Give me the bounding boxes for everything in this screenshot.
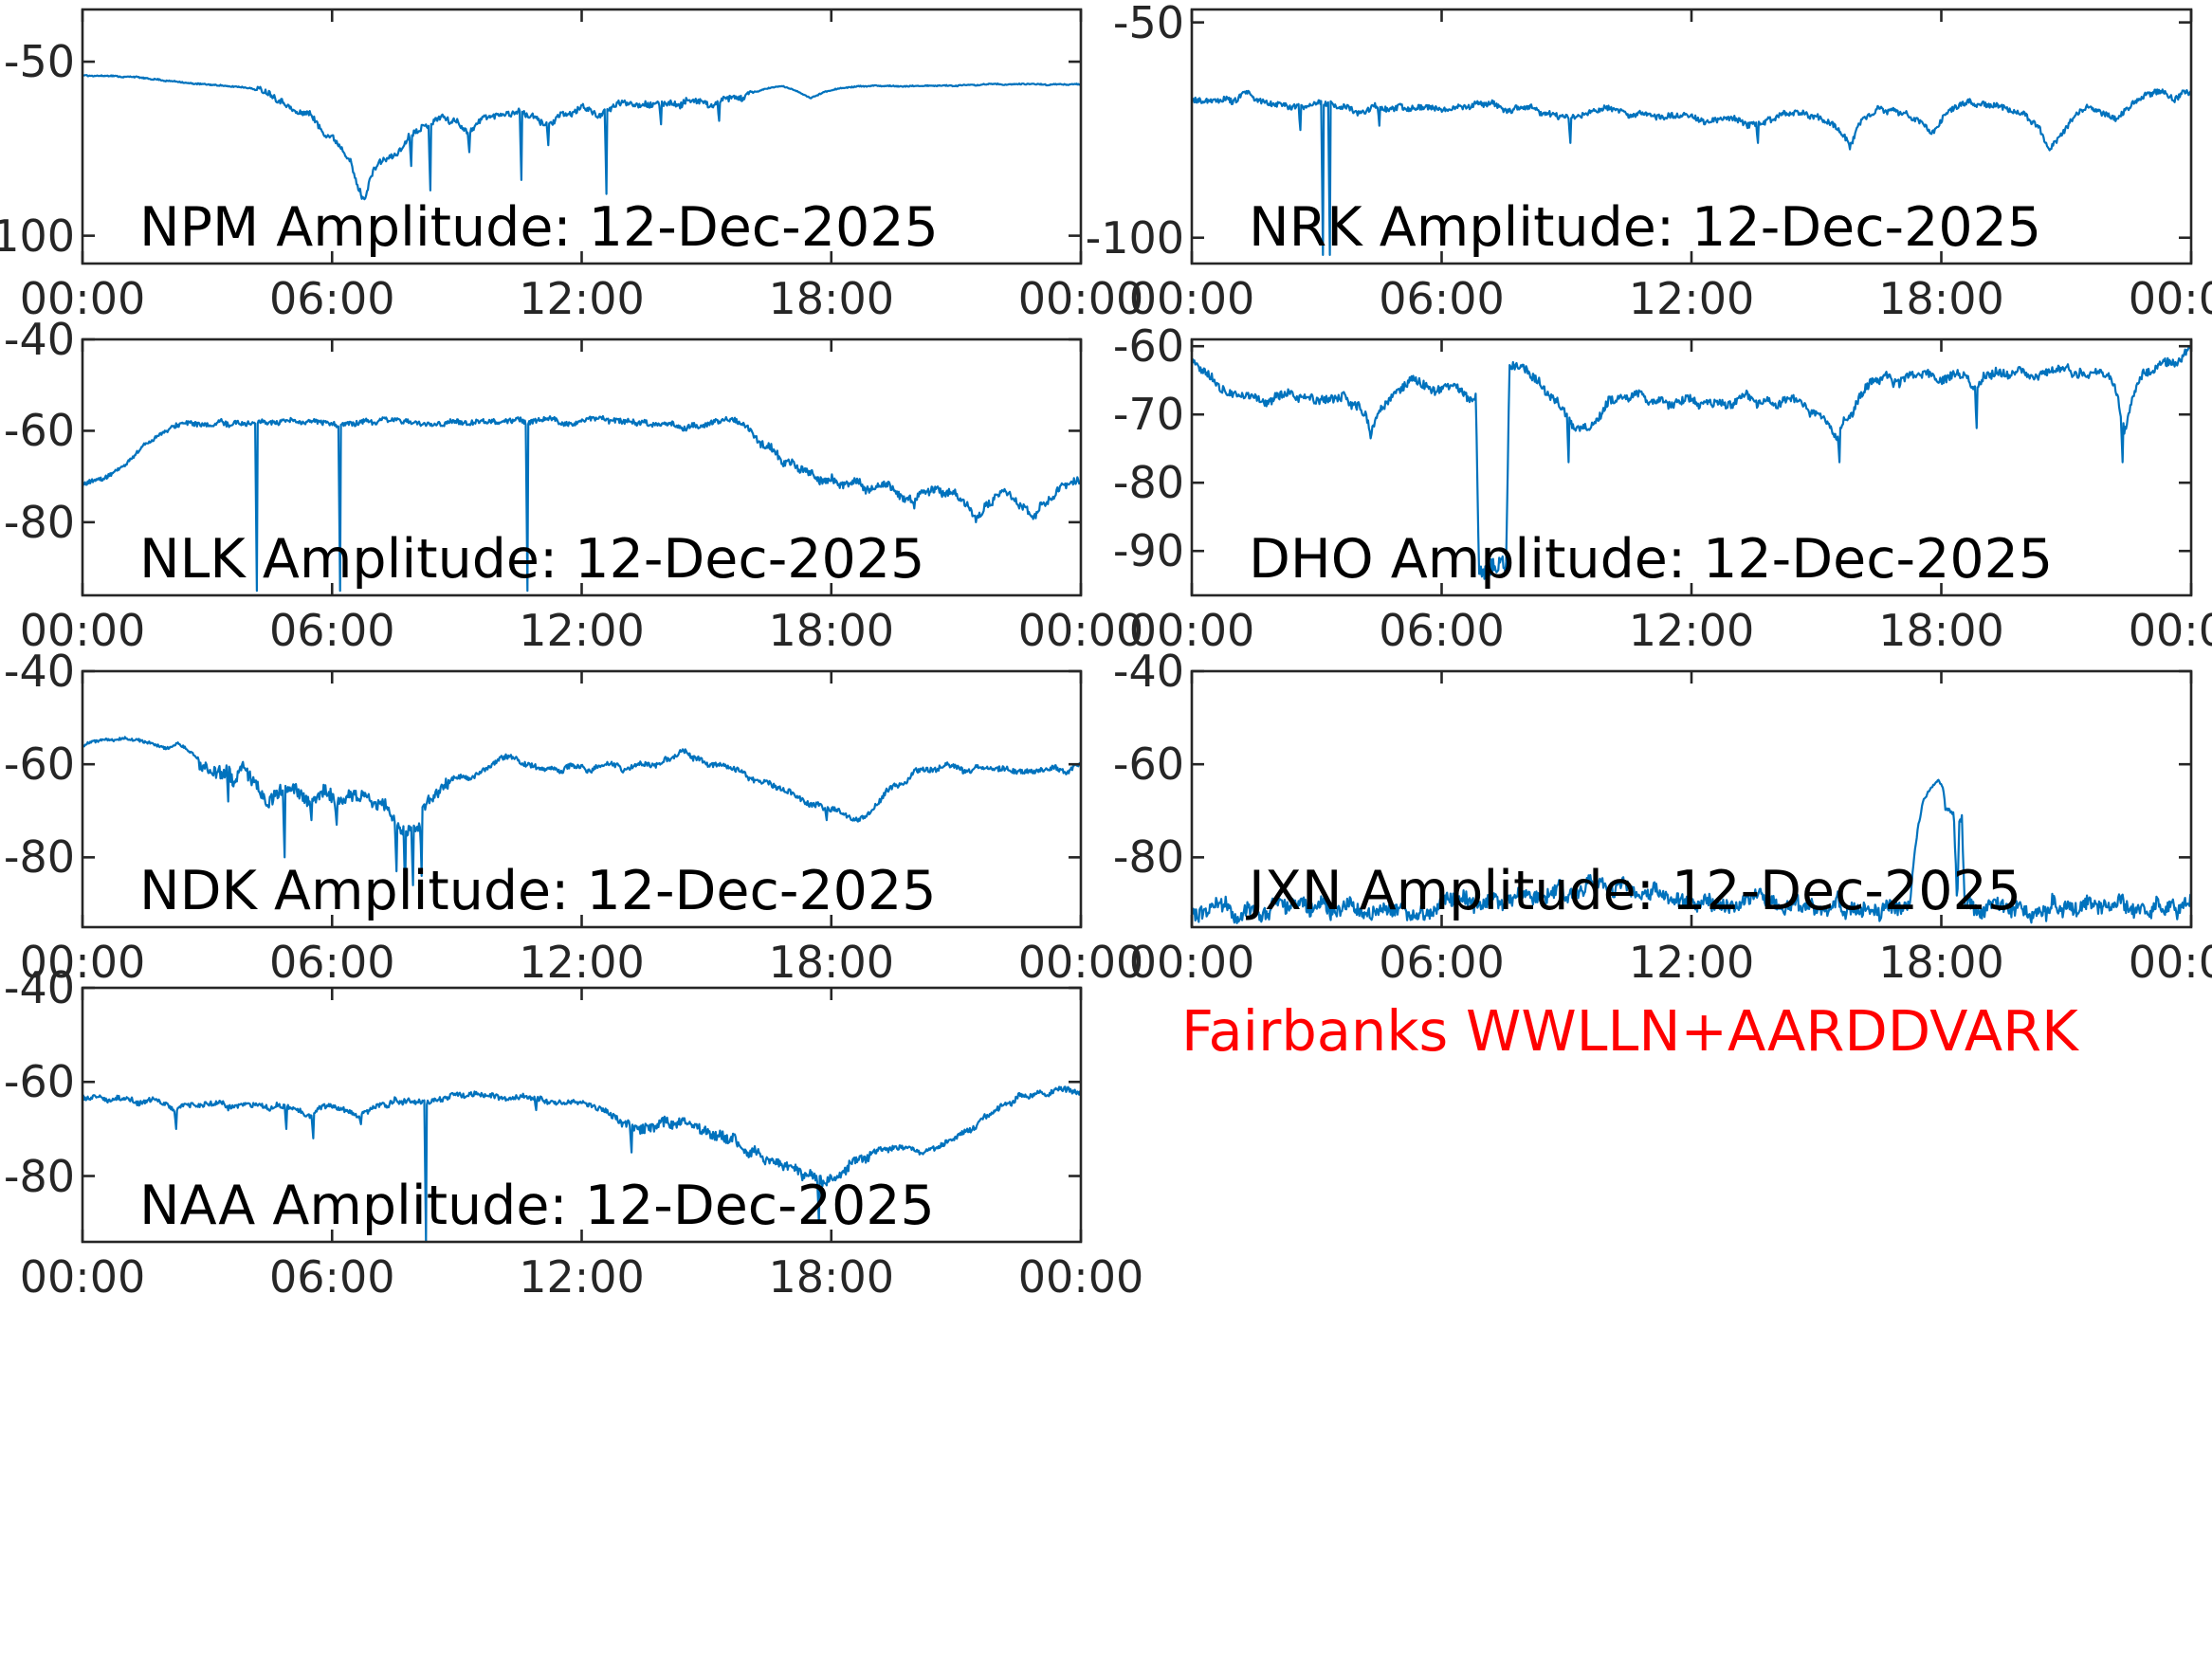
chart-title-dho: DHO Amplitude: 12-Dec-2025 bbox=[1249, 528, 2054, 592]
series-line-naa bbox=[82, 1085, 1081, 1242]
chart-ndk: NDK Amplitude: 12-Dec-2025 bbox=[82, 671, 1081, 927]
chart-title-naa: NAA Amplitude: 12-Dec-2025 bbox=[139, 1175, 935, 1238]
series-line-npm bbox=[82, 74, 1081, 201]
chart-title-ndk: NDK Amplitude: 12-Dec-2025 bbox=[139, 860, 937, 923]
chart-nlk: NLK Amplitude: 12-Dec-2025 bbox=[82, 339, 1081, 595]
series-line-nlk bbox=[82, 414, 1081, 592]
chart-jxn: JXN Amplitude: 12-Dec-2025 bbox=[1192, 671, 2191, 927]
chart-nrk: NRK Amplitude: 12-Dec-2025 bbox=[1192, 9, 2191, 264]
chart-naa: NAA Amplitude: 12-Dec-2025 bbox=[82, 988, 1081, 1242]
chart-title-nrk: NRK Amplitude: 12-Dec-2025 bbox=[1249, 196, 2042, 260]
series-line-ndk bbox=[82, 736, 1081, 896]
chart-npm: NPM Amplitude: 12-Dec-2025 bbox=[82, 9, 1081, 264]
chart-dho: DHO Amplitude: 12-Dec-2025 bbox=[1192, 339, 2191, 595]
chart-title-nlk: NLK Amplitude: 12-Dec-2025 bbox=[139, 528, 925, 592]
figure-annotation: Fairbanks WWLLN+AARDDVARK bbox=[1181, 998, 2078, 1064]
series-line-nrk bbox=[1192, 88, 2191, 256]
series-line-jxn bbox=[1192, 778, 2191, 924]
chart-title-npm: NPM Amplitude: 12-Dec-2025 bbox=[139, 196, 939, 260]
chart-title-jxn: JXN Amplitude: 12-Dec-2025 bbox=[1249, 860, 2022, 923]
series-line-dho bbox=[1192, 345, 2191, 580]
